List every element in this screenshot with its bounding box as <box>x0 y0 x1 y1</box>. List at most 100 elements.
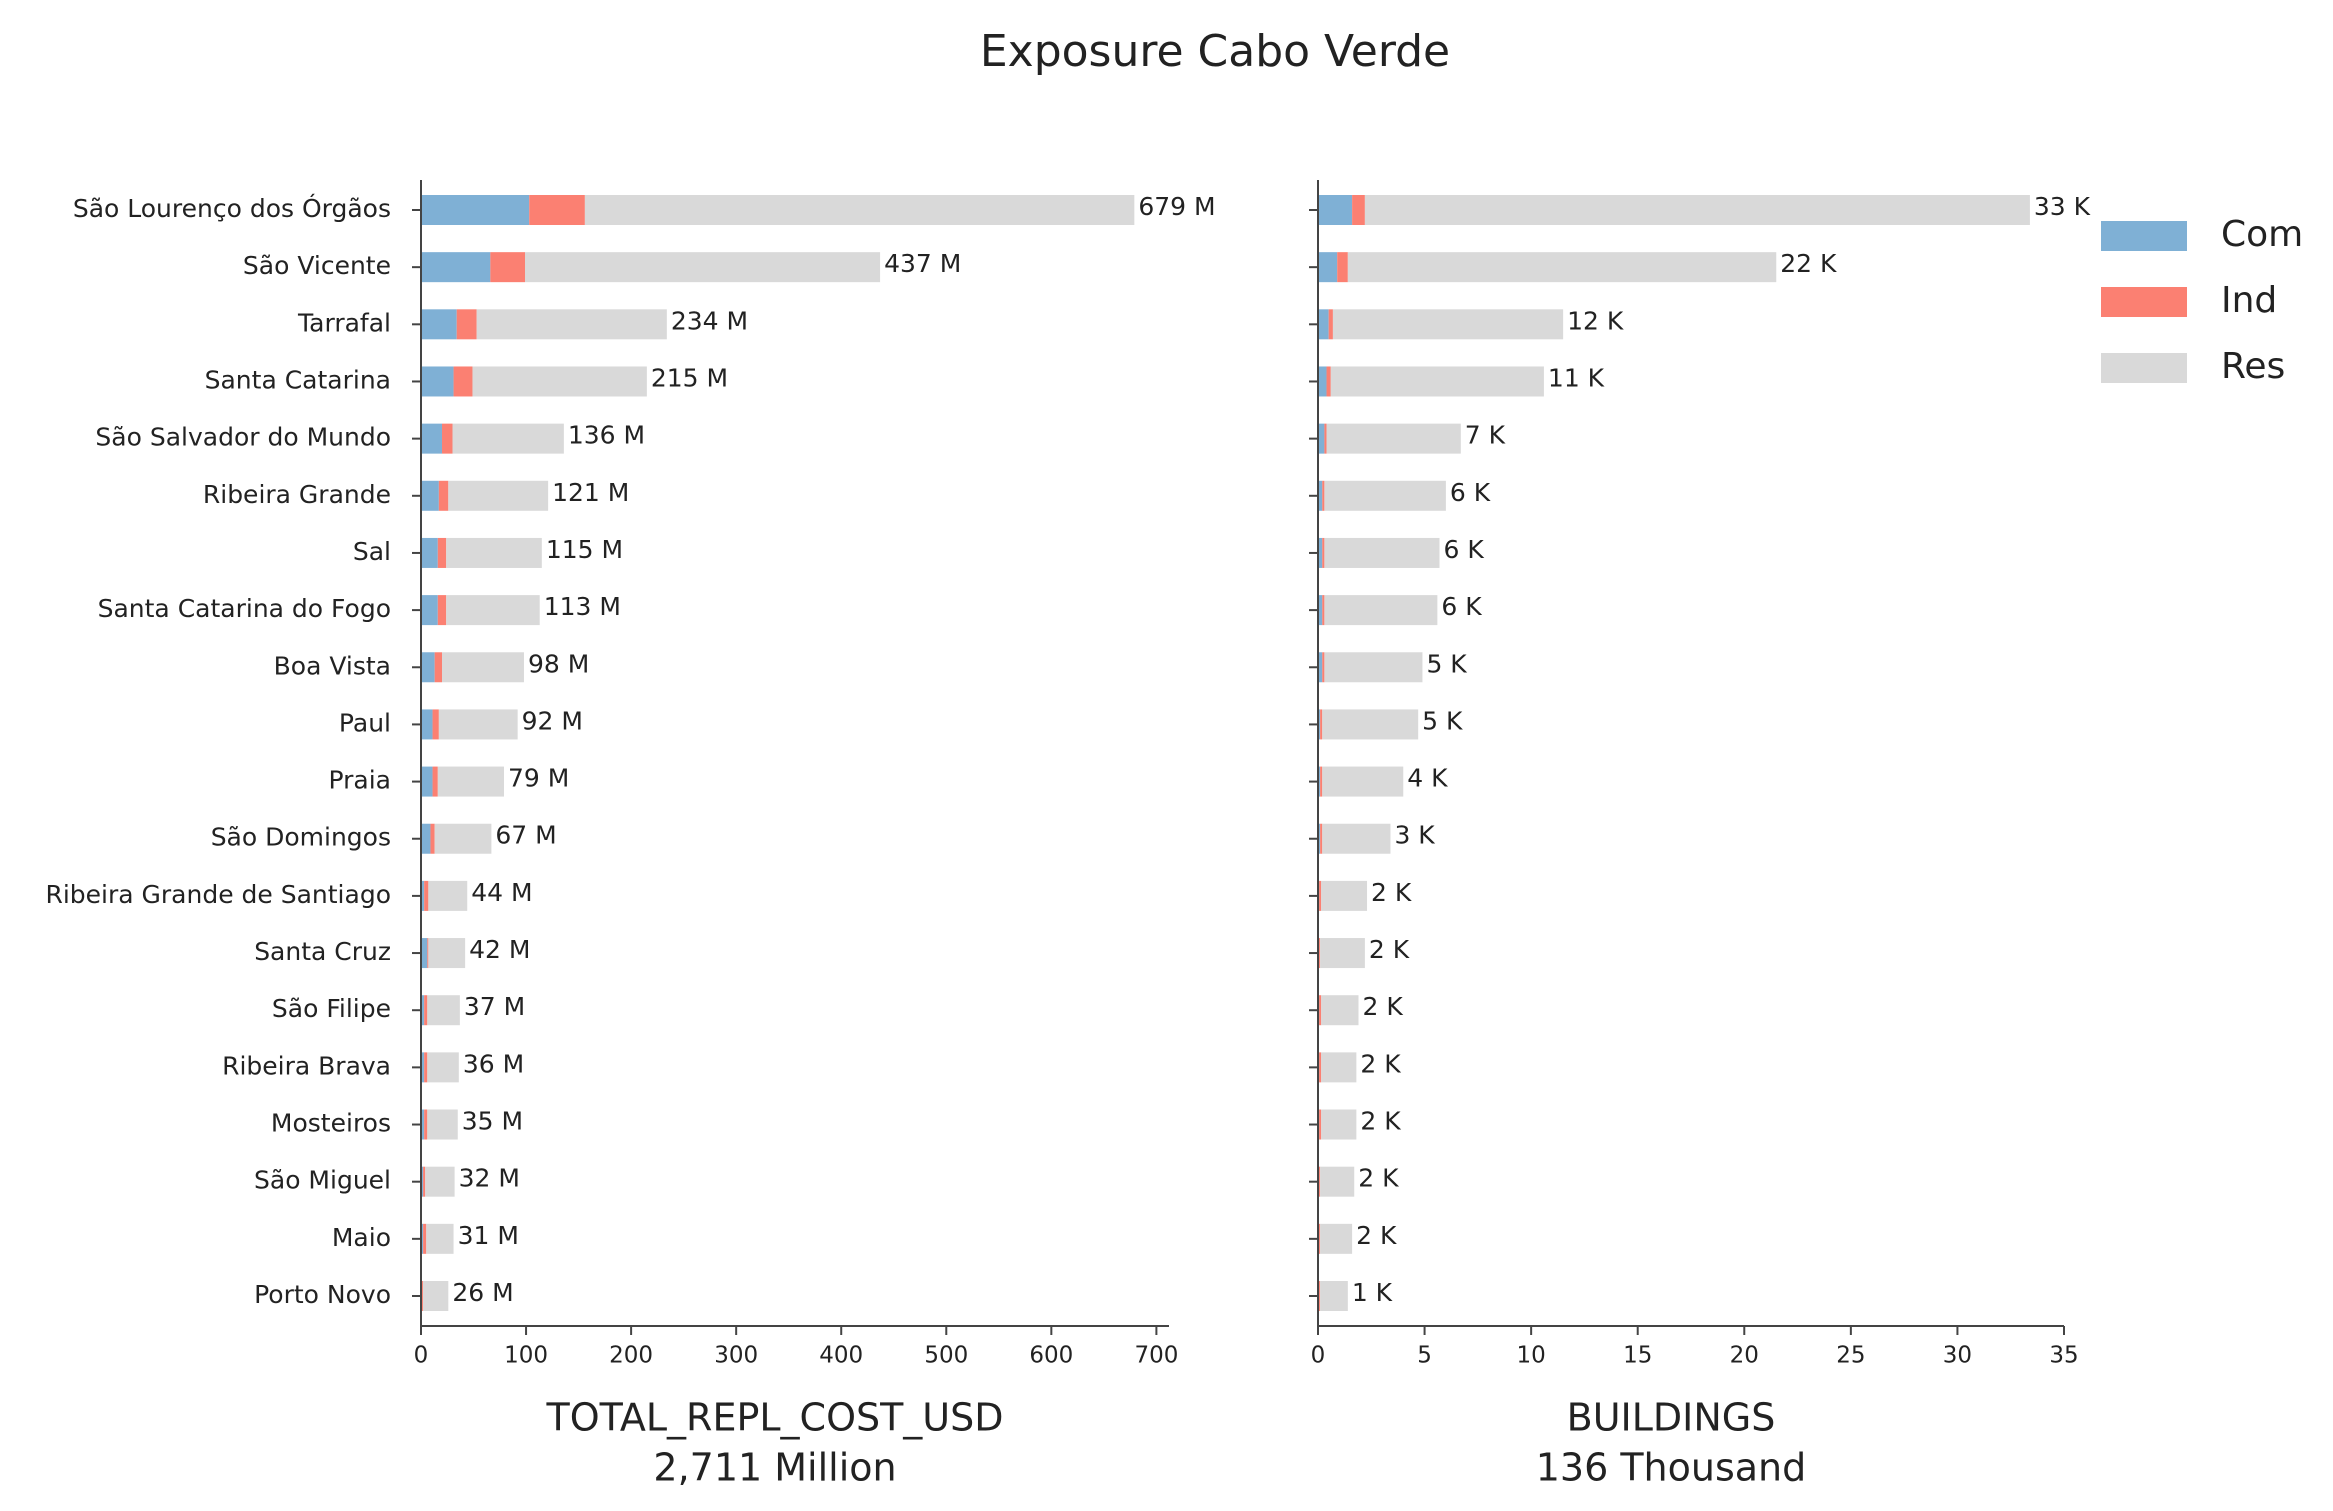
bar-segment <box>427 938 429 969</box>
bar-segment <box>421 309 457 340</box>
bar-segment <box>1318 537 1323 568</box>
y-tick-label: Santa Catarina do Fogo <box>98 594 391 623</box>
bar-segment <box>1320 1166 1355 1197</box>
legend-swatch <box>2101 287 2187 317</box>
x-tick-label: 0 <box>414 1343 429 1369</box>
value-label: 6 K <box>1450 478 1491 507</box>
bar-segment <box>1318 480 1323 511</box>
bar-segment <box>1318 195 1353 225</box>
bar-segment <box>1321 995 1359 1026</box>
bar-segment <box>1319 938 1321 969</box>
bar-segment <box>452 423 564 454</box>
x-tick-label: 600 <box>1029 1343 1073 1369</box>
legend-label: Com <box>2221 214 2303 255</box>
bar-segment <box>1320 823 1323 854</box>
x-tick-label: 200 <box>609 1343 653 1369</box>
bar-segment <box>1319 1281 1321 1311</box>
bar-segment <box>434 652 443 683</box>
bar-segment <box>1319 880 1322 911</box>
bar-segment <box>421 1223 424 1254</box>
value-label: 67 M <box>495 821 556 850</box>
x-tick-label: 0 <box>1311 1343 1326 1369</box>
bar-segment <box>1318 823 1321 854</box>
value-label: 44 M <box>471 878 532 907</box>
value-label: 115 M <box>546 535 623 564</box>
value-label: 2 K <box>1360 1107 1401 1136</box>
bar-segment <box>1322 537 1325 568</box>
bar-segment <box>437 766 504 797</box>
bar-segment <box>1320 1281 1348 1311</box>
y-tick-label: Ribeira Grande de Santiago <box>45 880 391 909</box>
bar-segment <box>424 1052 428 1083</box>
bar-segment <box>448 480 549 511</box>
bar-segment <box>1322 823 1391 854</box>
value-label: 2 K <box>1369 935 1410 964</box>
bar-segment <box>1318 595 1323 626</box>
bar-segment <box>1326 423 1461 454</box>
bar-segment <box>421 995 425 1026</box>
bar-segment <box>428 938 466 969</box>
bar-segment <box>1318 252 1338 283</box>
bar-segment <box>421 652 435 683</box>
value-label: 3 K <box>1394 821 1435 850</box>
bar-segment <box>1322 595 1325 626</box>
bar-segment <box>442 652 524 683</box>
y-tick-label: São Domingos <box>211 823 391 852</box>
bar-segment <box>438 709 518 740</box>
bar-segment <box>423 1223 427 1254</box>
value-label: 6 K <box>1443 535 1484 564</box>
bar-segment <box>1324 652 1423 683</box>
bar-segment <box>1324 480 1446 511</box>
bar-segment <box>437 595 447 626</box>
value-label: 2 K <box>1360 1049 1401 1078</box>
bar-segment <box>446 537 542 568</box>
value-label: 31 M <box>458 1221 519 1250</box>
value-label: 36 M <box>463 1049 524 1078</box>
y-tick-label: Sal <box>353 537 391 566</box>
bar-segment <box>421 1052 425 1083</box>
bar-segment <box>430 823 435 854</box>
bar-segment <box>1322 709 1419 740</box>
bar-segment <box>1319 1166 1321 1197</box>
bar-segment <box>1319 995 1322 1026</box>
value-label: 98 M <box>528 649 589 678</box>
bar-segment <box>1320 766 1323 797</box>
legend-swatch <box>2101 353 2187 383</box>
bar-segment <box>426 1223 454 1254</box>
bar-segment <box>421 195 530 225</box>
x-tick-label: 5 <box>1417 1343 1432 1369</box>
bar-segment <box>421 252 491 283</box>
y-tick-label: Porto Novo <box>254 1280 391 1309</box>
bar-segment <box>1324 423 1327 454</box>
y-tick-label: São Salvador do Mundo <box>95 423 391 452</box>
bar-segment <box>1319 1223 1321 1254</box>
bar-segment <box>1322 766 1404 797</box>
x-tick-label: 15 <box>1623 1343 1652 1369</box>
bar-segment <box>1347 252 1777 283</box>
value-label: 6 K <box>1441 592 1482 621</box>
x-tick-label: 30 <box>1943 1343 1972 1369</box>
y-tick-label: São Lourenço dos Órgãos <box>73 193 391 223</box>
bar-segment <box>1321 1109 1357 1140</box>
bar-segment <box>1319 1109 1322 1140</box>
y-tick-label: Santa Catarina <box>205 365 391 394</box>
bar-segment <box>432 766 438 797</box>
bar-segment <box>421 709 433 740</box>
bar-segment <box>446 595 540 626</box>
bar-segment <box>423 1166 426 1197</box>
figure-title: Exposure Cabo Verde <box>980 26 1450 77</box>
value-label: 4 K <box>1407 764 1448 793</box>
bar-segment <box>423 1281 449 1311</box>
x-axis-total: 2,711 Million <box>653 1446 896 1490</box>
bar-segment <box>1326 366 1331 397</box>
value-label: 35 M <box>462 1107 523 1136</box>
bar-segment <box>1324 537 1440 568</box>
legend-label: Ind <box>2221 280 2277 321</box>
bar-segment <box>1364 195 2030 225</box>
value-label: 11 K <box>1548 363 1605 392</box>
bar-segment <box>472 366 647 397</box>
y-tick-label: Ribeira Grande <box>203 480 391 509</box>
x-axis-title: BUILDINGS <box>1567 1396 1776 1440</box>
value-label: 2 K <box>1362 992 1403 1021</box>
